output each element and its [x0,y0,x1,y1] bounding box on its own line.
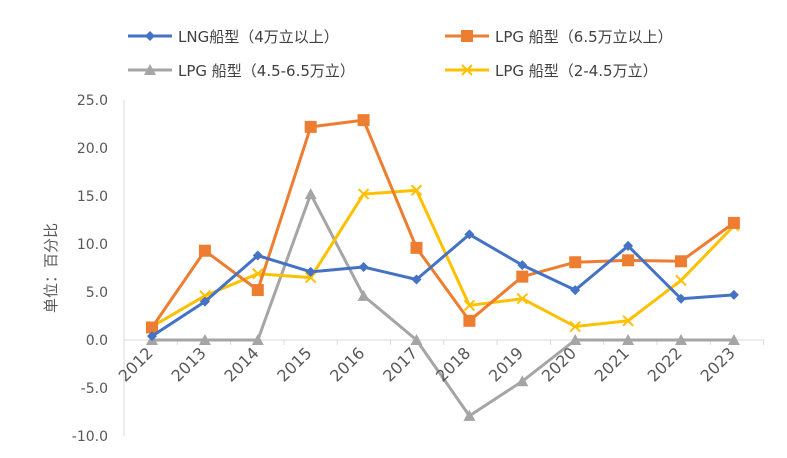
x-tick-label: 2012 [115,343,157,385]
data-point [357,188,370,200]
legend-item: LPG 船型（4.5-6.5万立） [128,62,355,80]
data-point [516,293,529,305]
legend-item: LNG船型（4万立以上） [128,28,339,46]
data-point [304,188,317,200]
data-point [517,260,528,271]
data-point [198,244,211,257]
data-point [622,334,635,345]
data-point [251,334,264,345]
y-tick-label: -5.0 [81,381,108,397]
x-axis: 2012 2013 2014 2015 2016 2017 2018 2019 2020 2021… [115,343,739,385]
x-tick-label: 2015 [273,343,315,385]
data-point [357,289,370,301]
legend-item: LPG 船型（2-4.5万立） [445,62,658,80]
data-point [410,334,423,345]
data-point [461,30,473,42]
data-point [251,284,264,297]
data-point [463,314,476,327]
data-point [675,334,687,345]
series-line [152,192,734,418]
x-tick-label: 2016 [326,343,368,385]
data-point [304,120,317,133]
data-point [199,296,210,307]
data-point [675,274,687,287]
x-tick-label: 2017 [379,343,421,385]
data-point [410,184,423,196]
y-axis: 25.0 20.0 15.0 10.0 5.0 0.0 -5.0 -10.0 [72,93,108,445]
data-point [516,270,529,283]
x-tick-label: 2021 [591,343,633,385]
data-point [463,409,476,421]
data-point [358,262,369,273]
data-point [516,375,529,387]
x-tick-label: 2020 [538,343,580,385]
legend-label: LPG 船型（6.5万立以上） [495,28,673,46]
data-point [144,64,156,75]
data-point [622,254,635,267]
data-point [410,241,423,254]
data-point [461,64,473,76]
series-line [151,188,735,329]
series-3 [146,188,740,421]
y-axis-label: 单位：百分比 [42,223,60,313]
data-point [570,285,581,296]
legend: LNG船型（4万立以上） LPG 船型（6.5万立以上） LPG 船型（4.5-6.… [128,28,673,80]
data-point [357,114,370,127]
data-point [728,289,739,300]
data-point [463,299,476,312]
series-line [150,118,735,329]
data-point [305,266,316,277]
data-point [569,256,582,269]
data-point [569,320,581,333]
data-point [147,331,157,342]
y-tick-label: 5.0 [86,285,108,301]
data-point [675,255,687,268]
y-tick-label: 10.0 [77,237,108,253]
series-2 [146,114,740,334]
x-tick-label: 2013 [168,343,210,385]
series-1 [147,229,739,342]
data-point [727,334,740,345]
series-line [151,232,735,338]
data-point [464,229,475,240]
y-tick-label: 0.0 [86,333,108,349]
data-point [569,334,582,345]
data-point [727,216,740,229]
data-point [145,31,155,41]
legend-label: LPG 船型（2-4.5万立） [495,62,658,80]
legend-label: LPG 船型（4.5-6.5万立） [178,62,355,80]
data-point [411,274,422,285]
data-point [623,240,634,251]
axes [123,100,765,436]
y-tick-label: 20.0 [77,141,108,157]
legend-label: LNG船型（4万立以上） [178,28,339,46]
y-tick-label: -10.0 [72,429,108,445]
x-tick-label: 2018 [432,343,474,385]
data-point [304,271,317,284]
y-tick-label: 15.0 [77,189,108,205]
y-tick-label: 25.0 [77,93,108,109]
legend-item: LPG 船型（6.5万立以上） [445,28,673,46]
data-point [146,321,158,334]
data-point [198,334,211,345]
data-point [676,293,686,304]
data-point [622,315,634,327]
x-tick-label: 2014 [220,343,262,385]
data-point [252,250,263,261]
series-group [146,114,740,421]
x-tick-label: 2022 [644,343,686,385]
x-tick-label: 2023 [697,343,739,385]
